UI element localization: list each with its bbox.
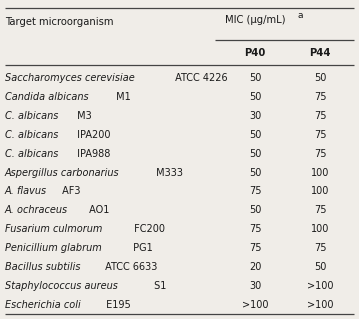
Text: Saccharomyces cerevisiae: Saccharomyces cerevisiae <box>5 73 135 84</box>
Text: A. flavus: A. flavus <box>5 187 47 197</box>
Text: E195: E195 <box>103 300 130 309</box>
Text: Penicillium glabrum: Penicillium glabrum <box>5 243 102 253</box>
Text: 75: 75 <box>314 130 326 140</box>
Text: >100: >100 <box>307 281 333 291</box>
Text: 30: 30 <box>249 111 261 121</box>
Text: 75: 75 <box>314 111 326 121</box>
Text: MIC (μg/mL): MIC (μg/mL) <box>225 15 285 25</box>
Text: 75: 75 <box>314 205 326 215</box>
Text: 50: 50 <box>314 262 326 272</box>
Text: Bacillus subtilis: Bacillus subtilis <box>5 262 80 272</box>
Text: Escherichia coli: Escherichia coli <box>5 300 81 309</box>
Text: >100: >100 <box>307 300 333 309</box>
Text: 50: 50 <box>249 168 261 178</box>
Text: P44: P44 <box>309 48 331 58</box>
Text: 75: 75 <box>314 243 326 253</box>
Text: C. albicans: C. albicans <box>5 130 59 140</box>
Text: 100: 100 <box>311 168 329 178</box>
Text: 30: 30 <box>249 281 261 291</box>
Text: AF3: AF3 <box>59 187 81 197</box>
Text: A. ochraceus: A. ochraceus <box>5 205 68 215</box>
Text: 50: 50 <box>249 205 261 215</box>
Text: IPA200: IPA200 <box>74 130 110 140</box>
Text: 100: 100 <box>311 187 329 197</box>
Text: 75: 75 <box>249 187 261 197</box>
Text: ATCC 6633: ATCC 6633 <box>102 262 158 272</box>
Text: a: a <box>297 11 303 20</box>
Text: Aspergillus carbonarius: Aspergillus carbonarius <box>5 168 120 178</box>
Text: Staphylococcus aureus: Staphylococcus aureus <box>5 281 118 291</box>
Text: 75: 75 <box>249 224 261 234</box>
Text: >100: >100 <box>242 300 268 309</box>
Text: 50: 50 <box>314 73 326 84</box>
Text: 75: 75 <box>249 243 261 253</box>
Text: Candida albicans: Candida albicans <box>5 92 89 102</box>
Text: 50: 50 <box>249 73 261 84</box>
Text: M1: M1 <box>113 92 131 102</box>
Text: Fusarium culmorum: Fusarium culmorum <box>5 224 102 234</box>
Text: 50: 50 <box>249 149 261 159</box>
Text: AO1: AO1 <box>87 205 110 215</box>
Text: ATCC 4226: ATCC 4226 <box>172 73 228 84</box>
Text: P40: P40 <box>244 48 266 58</box>
Text: FC200: FC200 <box>131 224 165 234</box>
Text: 100: 100 <box>311 224 329 234</box>
Text: S1: S1 <box>151 281 166 291</box>
Text: C. albicans: C. albicans <box>5 111 59 121</box>
Text: 50: 50 <box>249 130 261 140</box>
Text: Target microorganism: Target microorganism <box>5 17 113 27</box>
Text: 75: 75 <box>314 92 326 102</box>
Text: PG1: PG1 <box>130 243 153 253</box>
Text: 75: 75 <box>314 149 326 159</box>
Text: 50: 50 <box>249 92 261 102</box>
Text: IPA988: IPA988 <box>74 149 110 159</box>
Text: M3: M3 <box>74 111 92 121</box>
Text: 20: 20 <box>249 262 261 272</box>
Text: C. albicans: C. albicans <box>5 149 59 159</box>
Text: M333: M333 <box>153 168 183 178</box>
